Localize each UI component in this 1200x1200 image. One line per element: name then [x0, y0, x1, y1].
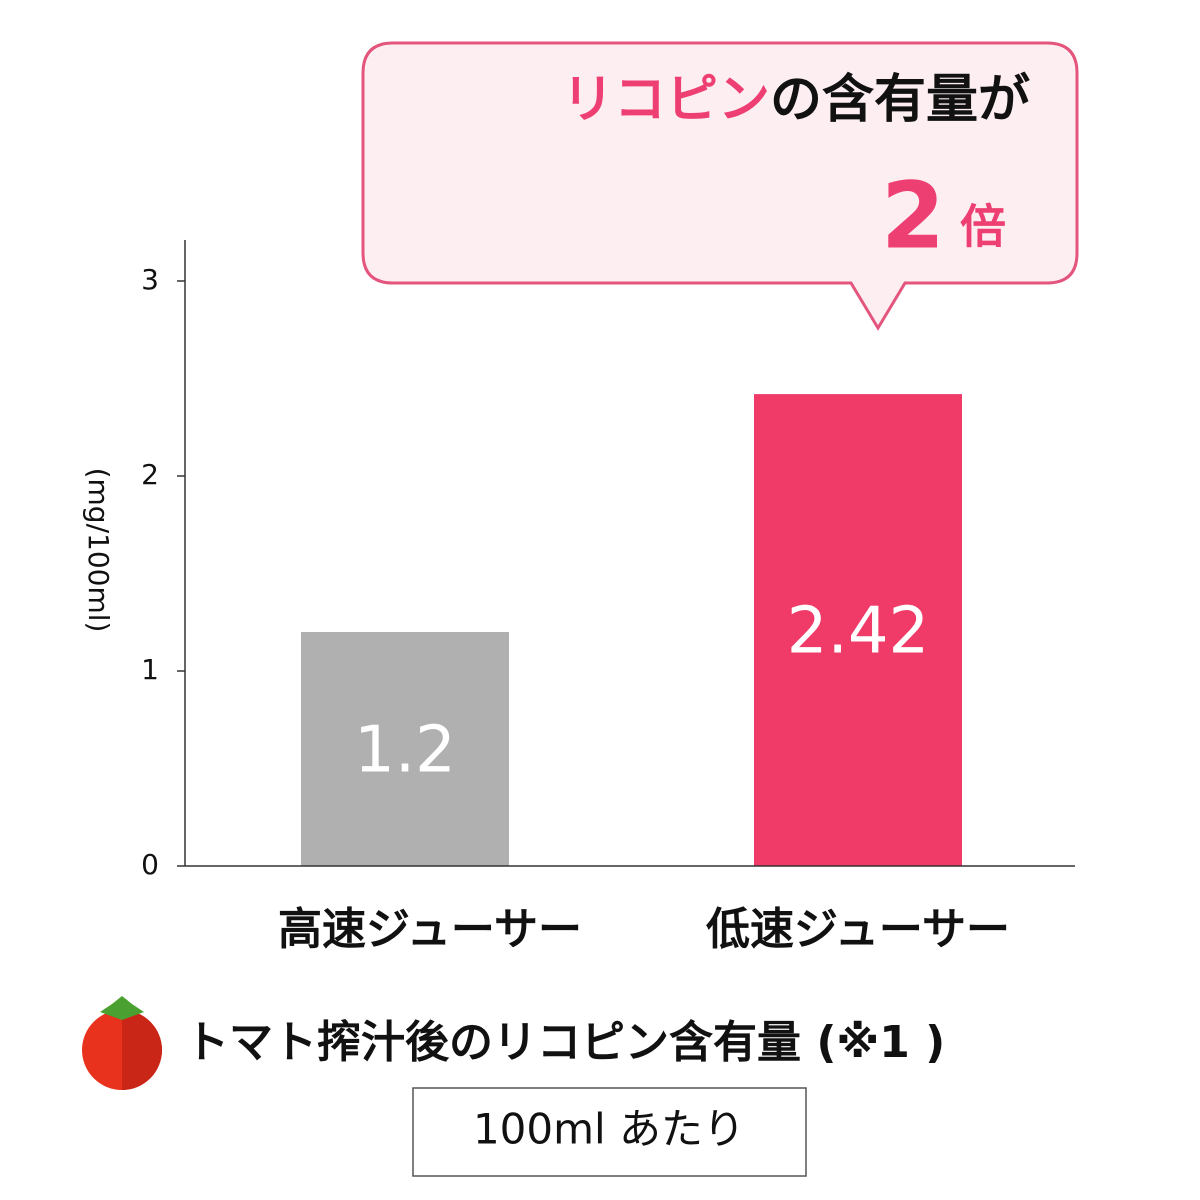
tomato-icon: [82, 996, 162, 1090]
callout-text: の含有量が: [770, 70, 1030, 130]
data-label: 2.42: [787, 595, 930, 669]
chart-title: トマト搾汁後のリコピン含有量 (※1 ): [185, 1017, 945, 1068]
x-tick-label: 低速ジューサー: [706, 904, 1010, 955]
y-tick-label: 2: [141, 458, 159, 491]
callout-highlight: リコピン: [562, 70, 770, 130]
subtitle-box: [412, 1087, 807, 1177]
callout-bubble: [361, 41, 1079, 331]
x-tick-label: 高速ジューサー: [278, 904, 582, 955]
data-label: 1.2: [354, 714, 456, 788]
callout-ratio-unit: 倍: [960, 200, 1006, 254]
y-tick-label: 3: [141, 263, 159, 296]
bar: [301, 632, 509, 866]
y-tick-label: 1: [141, 653, 159, 686]
callout-ratio: 2: [881, 162, 945, 269]
y-tick-label: 0: [141, 848, 159, 881]
bar: [754, 394, 962, 866]
subtitle: 100ml あたり: [473, 1105, 745, 1154]
y-axis-label: (mg/100ml): [82, 468, 115, 633]
callout-line: リコピンの含有量が: [562, 70, 1030, 130]
